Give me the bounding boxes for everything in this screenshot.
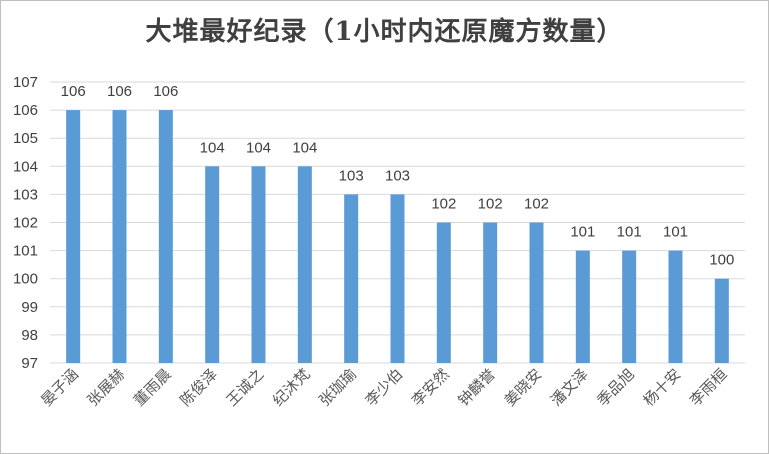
bar — [205, 166, 220, 363]
y-tick-label: 101 — [13, 243, 38, 260]
data-label: 100 — [709, 252, 734, 269]
y-tick-label: 107 — [13, 74, 38, 91]
y-tick-label: 103 — [13, 186, 38, 203]
bar — [436, 222, 451, 363]
data-label: 102 — [478, 196, 503, 213]
data-label: 103 — [385, 167, 410, 184]
y-tick-label: 102 — [13, 215, 38, 232]
bar — [297, 166, 312, 363]
y-tick-label: 104 — [13, 158, 38, 175]
x-category-label: 杨十安 — [640, 365, 685, 410]
bar — [112, 110, 127, 363]
x-category-label: 陈俊泽 — [176, 365, 221, 410]
data-label: 104 — [200, 139, 225, 156]
x-category-label: 李安然 — [408, 365, 453, 410]
data-label: 104 — [246, 139, 271, 156]
data-label: 102 — [431, 196, 456, 213]
bar — [390, 194, 405, 363]
bar — [251, 166, 266, 363]
x-category-label: 董雨晨 — [130, 365, 175, 410]
y-tick-label: 99 — [21, 299, 38, 316]
data-label: 106 — [61, 83, 86, 100]
x-category-label: 张珈瑜 — [315, 365, 360, 410]
x-category-label: 李少伯 — [362, 365, 407, 410]
y-tick-label: 97 — [21, 355, 38, 372]
data-label: 106 — [107, 83, 132, 100]
y-tick-label: 106 — [13, 102, 38, 119]
data-label: 101 — [663, 224, 688, 241]
bar — [714, 278, 729, 363]
x-category-label: 纪沐梵 — [269, 365, 314, 410]
bar — [344, 194, 359, 363]
x-category-label: 潘文泽 — [547, 365, 592, 410]
data-label: 102 — [524, 196, 549, 213]
bar — [575, 250, 590, 363]
data-label: 106 — [153, 83, 178, 100]
x-category-label: 李雨桓 — [686, 365, 731, 410]
y-tick-label: 100 — [13, 271, 38, 288]
chart-title: 大堆最好纪录（1小时内还原魔方数量） — [145, 17, 624, 47]
x-category-label: 姜晓安 — [501, 365, 546, 410]
bar — [529, 222, 544, 363]
y-tick-label: 105 — [13, 130, 38, 147]
x-category-label: 季品旭 — [593, 365, 638, 410]
data-label: 101 — [570, 224, 595, 241]
y-tick-label: 98 — [21, 327, 38, 344]
x-category-label: 晏子涵 — [37, 365, 82, 410]
bar — [668, 250, 683, 363]
bar — [158, 110, 173, 363]
data-label: 101 — [617, 224, 642, 241]
bar — [622, 250, 637, 363]
bar — [483, 222, 498, 363]
x-category-label: 王诚之 — [223, 365, 268, 410]
x-category-label: 张展赫 — [84, 365, 129, 410]
data-label: 104 — [292, 139, 317, 156]
x-category-label: 钟麟誉 — [454, 365, 499, 410]
data-label: 103 — [339, 167, 364, 184]
bar — [66, 110, 81, 363]
